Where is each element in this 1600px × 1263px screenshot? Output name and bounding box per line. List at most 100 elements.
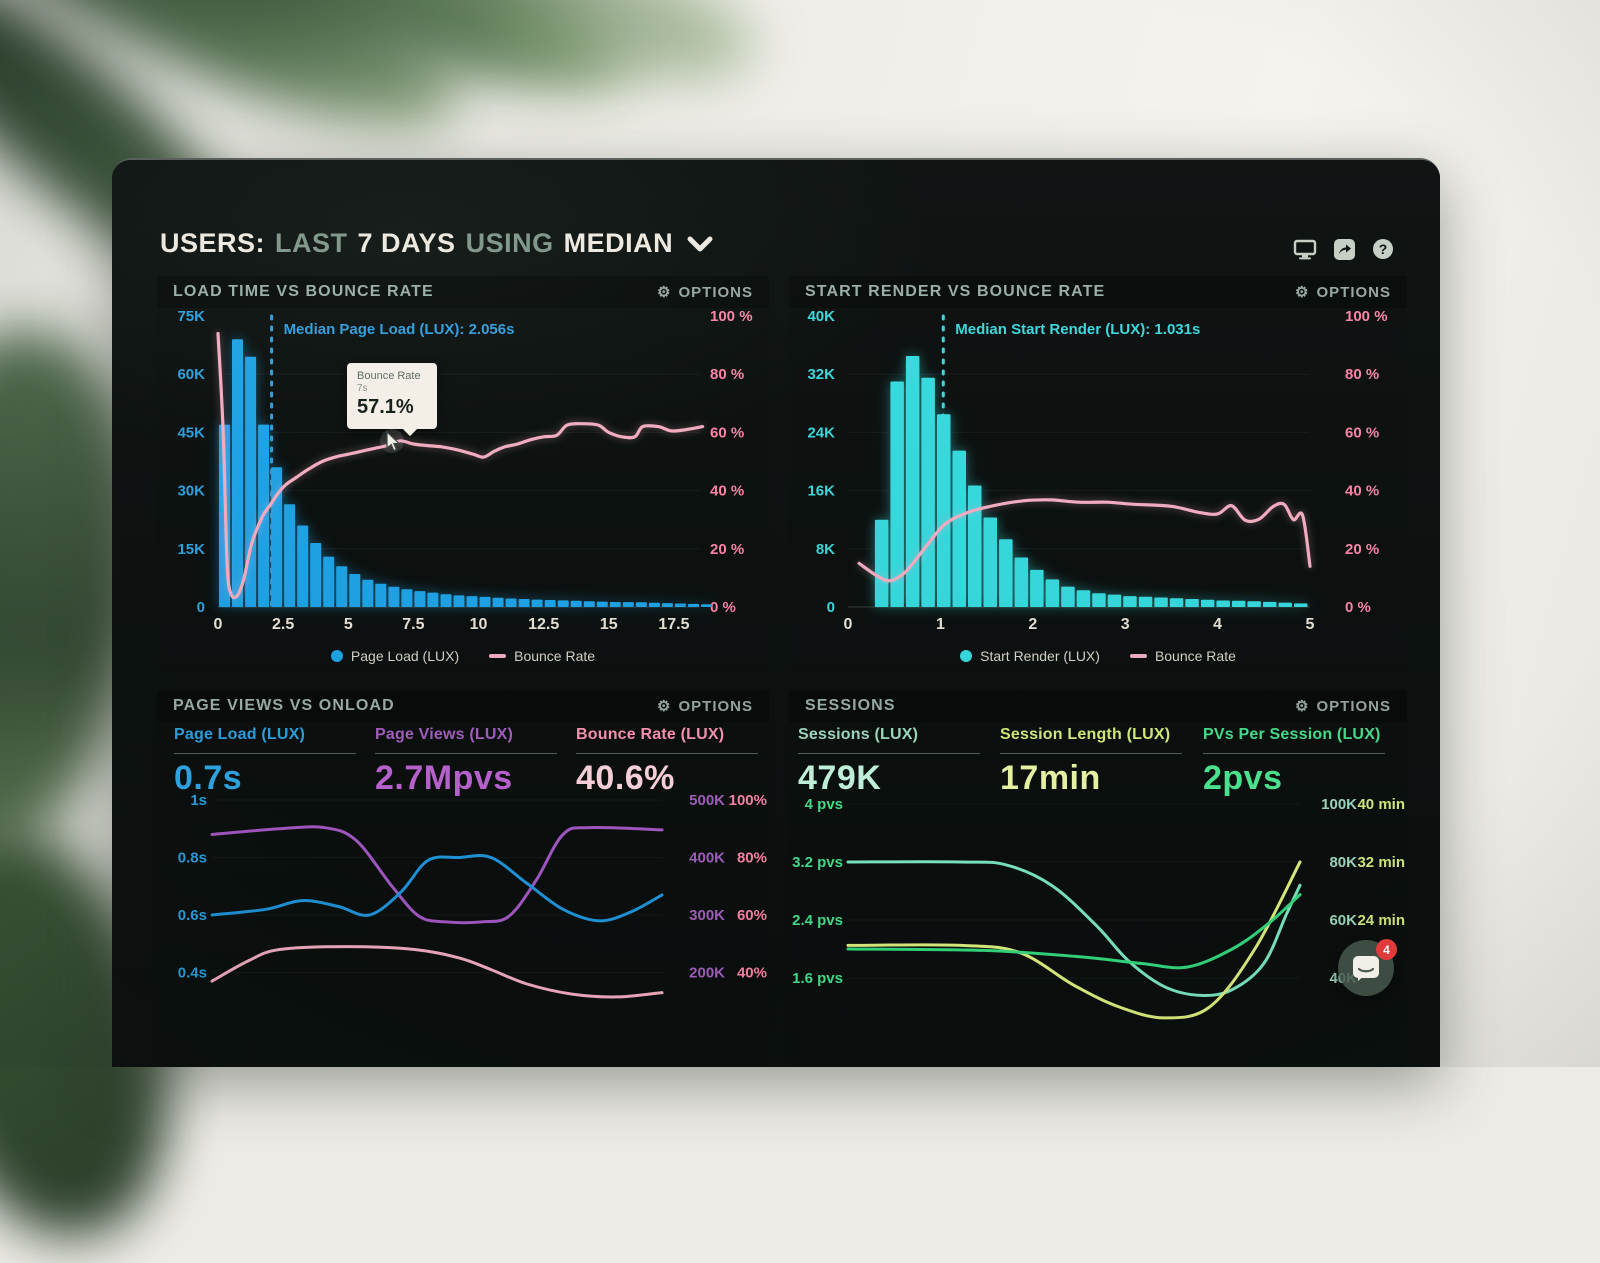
histogram-bar[interactable] [701, 604, 712, 607]
options-button[interactable]: ⚙ OPTIONS [1295, 284, 1391, 301]
series-line-left[interactable] [212, 855, 662, 920]
options-button[interactable]: ⚙ OPTIONS [657, 698, 753, 715]
histogram-bar[interactable] [401, 589, 412, 607]
histogram-bar[interactable] [232, 339, 243, 607]
histogram-bar[interactable] [1108, 595, 1122, 607]
histogram-bar[interactable] [597, 602, 608, 607]
panel-start-render-vs-bounce-rate: START RENDER VS BOUNCE RATE ⚙ OPTIONS 40… [789, 276, 1407, 672]
histogram-bar[interactable] [467, 596, 478, 607]
histogram-bar[interactable] [1154, 598, 1168, 608]
options-button[interactable]: ⚙ OPTIONS [657, 284, 753, 301]
y-left-tick-label: 8K [816, 541, 835, 558]
histogram-bar[interactable] [493, 598, 504, 607]
histogram-bar[interactable] [414, 591, 425, 607]
share-icon[interactable] [1331, 236, 1357, 262]
histogram-bar[interactable] [584, 601, 595, 607]
histogram-bar[interactable] [1216, 601, 1230, 608]
histogram-bar[interactable] [636, 602, 647, 607]
histogram-bar[interactable] [968, 486, 982, 608]
histogram-bar[interactable] [1294, 603, 1308, 607]
panel-header: START RENDER VS BOUNCE RATE ⚙ OPTIONS [789, 276, 1407, 308]
histogram-bar[interactable] [623, 602, 634, 607]
histogram-bar[interactable] [1170, 598, 1184, 607]
histogram-bar[interactable] [519, 599, 530, 607]
metric-divider [576, 753, 758, 754]
histogram-bar[interactable] [937, 414, 951, 607]
histogram-bar[interactable] [480, 597, 491, 607]
histogram-bar[interactable] [375, 584, 386, 607]
series-line-right1[interactable] [212, 827, 662, 923]
histogram-bar[interactable] [875, 520, 889, 607]
y-right1-tick-label: 200K [689, 965, 725, 982]
histogram-bar[interactable] [1046, 579, 1060, 607]
histogram-bar[interactable] [532, 600, 543, 607]
histogram-bar[interactable] [610, 602, 621, 607]
histogram-bar[interactable] [1061, 587, 1075, 607]
series-line-right1[interactable] [848, 862, 1300, 996]
series-line-right2[interactable] [212, 947, 662, 997]
histogram-bar[interactable] [1263, 602, 1277, 607]
histogram-bar[interactable] [284, 504, 295, 607]
histogram-bar[interactable] [662, 603, 673, 607]
histogram-bar[interactable] [649, 603, 660, 607]
histogram-bar[interactable] [688, 604, 699, 607]
histogram-bar[interactable] [388, 587, 399, 607]
y-right1-tick-label: 400K [689, 850, 725, 867]
histogram-bar[interactable] [1077, 590, 1091, 607]
y-left-tick-label: 1.6 pvs [792, 970, 843, 987]
metric-divider [375, 753, 557, 754]
metric-label: Sessions (LUX) [798, 726, 988, 744]
histogram-bar[interactable] [1015, 558, 1029, 608]
histogram-bar[interactable] [953, 451, 967, 607]
histogram-bar[interactable] [310, 543, 321, 607]
display-icon[interactable] [1292, 236, 1318, 262]
histogram-bar[interactable] [1123, 596, 1137, 607]
date-range-dropdown[interactable]: USERS: LAST 7 DAYS USING MEDIAN [160, 228, 713, 259]
histogram-bar[interactable] [1279, 603, 1293, 607]
histogram-bar[interactable] [336, 566, 347, 607]
y-right2-tick-label: 80% [737, 850, 767, 867]
histogram-bar[interactable] [571, 601, 582, 607]
histogram-bar[interactable] [427, 593, 438, 607]
histogram-bar[interactable] [441, 594, 452, 607]
histogram-bar[interactable] [1185, 599, 1199, 607]
panel-header: SESSIONS ⚙ OPTIONS [789, 690, 1407, 722]
metric-divider [174, 753, 356, 754]
series-line-right2[interactable] [848, 862, 1300, 1018]
histogram-bar[interactable] [297, 526, 308, 608]
histogram-bar[interactable] [545, 600, 556, 607]
histogram-bar[interactable] [984, 518, 998, 608]
bars-series [219, 339, 712, 607]
histogram-bar[interactable] [1092, 593, 1106, 607]
histogram-bar[interactable] [323, 557, 334, 607]
options-label: OPTIONS [1316, 284, 1391, 301]
x-tick-label: 7.5 [402, 616, 424, 633]
y-left-tick-label: 1s [190, 792, 207, 809]
histogram-bar[interactable] [1247, 601, 1261, 607]
histogram-bar[interactable] [921, 378, 935, 607]
legend-label: Page Load (LUX) [351, 648, 459, 664]
chart-legend: Page Load (LUX) Bounce Rate [157, 648, 769, 664]
help-icon[interactable]: ? [1370, 236, 1396, 262]
median-marker-label: Median Start Render (LUX): 1.031s [955, 321, 1200, 338]
y-left-tick-label: 24K [807, 424, 835, 441]
histogram-bar[interactable] [362, 580, 373, 607]
histogram-bar[interactable] [1201, 600, 1215, 607]
options-button[interactable]: ⚙ OPTIONS [1295, 698, 1391, 715]
histogram-bar[interactable] [454, 595, 465, 607]
histogram-bar[interactable] [1030, 570, 1044, 607]
x-tick-label: 0 [844, 616, 853, 633]
histogram-bar[interactable] [349, 574, 360, 607]
histogram-bar[interactable] [999, 539, 1013, 607]
histogram-bar[interactable] [506, 599, 517, 608]
histogram-bar[interactable] [558, 600, 569, 607]
histogram-bar[interactable] [675, 604, 686, 608]
options-label: OPTIONS [678, 698, 753, 715]
histogram-bar[interactable] [1232, 601, 1246, 607]
y-right2-tick-label: 60% [737, 907, 767, 924]
histogram-bar[interactable] [1139, 597, 1153, 607]
